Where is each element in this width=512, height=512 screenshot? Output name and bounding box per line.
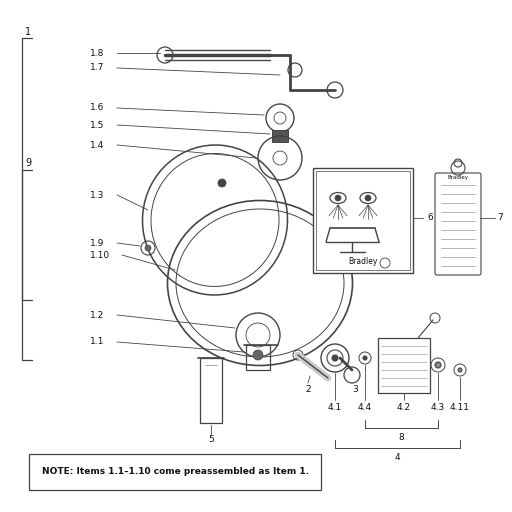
Text: 1.5: 1.5 <box>90 120 104 130</box>
Text: 1.2: 1.2 <box>90 310 104 319</box>
Text: 4.4: 4.4 <box>358 403 372 413</box>
Text: 1: 1 <box>25 27 31 37</box>
Text: 9: 9 <box>25 158 31 168</box>
Text: Bradley: Bradley <box>348 258 378 267</box>
Text: 7: 7 <box>497 214 503 223</box>
Circle shape <box>458 368 462 372</box>
Text: 4.11: 4.11 <box>450 403 470 413</box>
Text: 2: 2 <box>305 386 311 395</box>
Bar <box>246 345 270 370</box>
Bar <box>272 130 288 142</box>
Circle shape <box>253 350 263 360</box>
Text: 1.9: 1.9 <box>90 239 104 247</box>
Circle shape <box>335 195 341 201</box>
Text: Bradley: Bradley <box>447 176 468 181</box>
Text: 4: 4 <box>394 453 400 461</box>
Text: 1.10: 1.10 <box>90 250 110 260</box>
Text: 1.1: 1.1 <box>90 337 104 347</box>
Circle shape <box>145 245 151 251</box>
Bar <box>313 168 413 273</box>
Text: 4.2: 4.2 <box>397 403 411 413</box>
Text: 4.1: 4.1 <box>328 403 342 413</box>
Text: 8: 8 <box>398 433 404 441</box>
Bar <box>200 358 222 423</box>
Text: 1.6: 1.6 <box>90 103 104 113</box>
Text: 1.3: 1.3 <box>90 190 104 200</box>
Text: 4.3: 4.3 <box>431 403 445 413</box>
Circle shape <box>363 356 367 360</box>
Text: NOTE: Items 1.1–1.10 come preassembled as Item 1.: NOTE: Items 1.1–1.10 come preassembled a… <box>41 467 309 477</box>
Text: 1.8: 1.8 <box>90 49 104 57</box>
Circle shape <box>332 355 338 361</box>
Bar <box>378 338 430 393</box>
FancyBboxPatch shape <box>435 173 481 275</box>
Text: 6: 6 <box>427 214 433 223</box>
Text: 1.4: 1.4 <box>90 140 104 150</box>
Circle shape <box>435 362 441 368</box>
Circle shape <box>365 195 371 201</box>
Circle shape <box>218 179 226 187</box>
Bar <box>316 171 410 270</box>
Text: 5: 5 <box>208 436 214 444</box>
Text: 1.7: 1.7 <box>90 63 104 73</box>
Text: 3: 3 <box>352 386 358 395</box>
